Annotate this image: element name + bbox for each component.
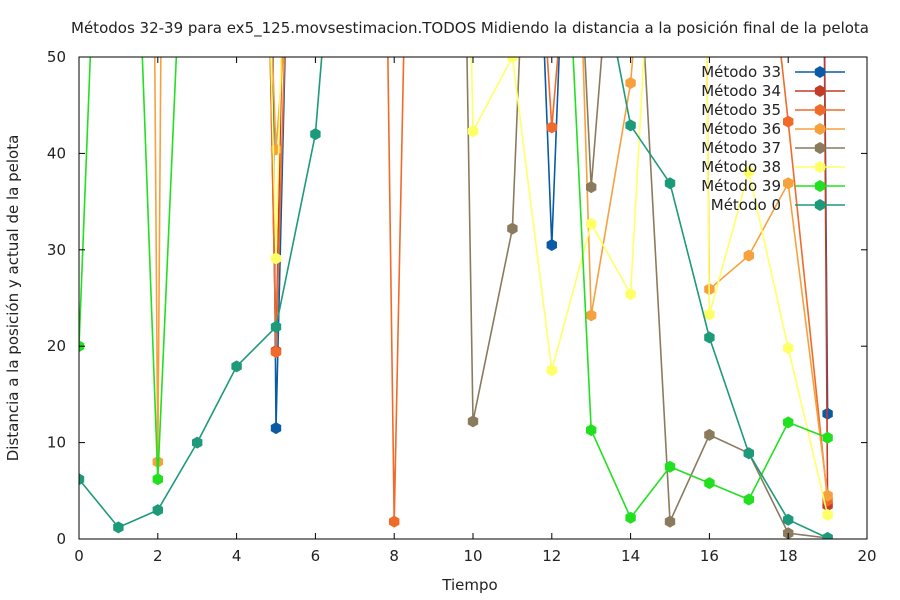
data-point [625,288,636,301]
y-tick-label: 40 [47,144,66,162]
data-point [270,422,282,435]
data-point [270,320,282,333]
x-tick-label: 18 [779,547,798,565]
y-tick-label: 20 [47,337,66,355]
x-tick-label: 10 [463,547,482,565]
y-tick-label: 0 [56,530,66,548]
x-tick-label: 2 [153,547,163,565]
data-point [822,532,833,539]
data-point [822,431,833,444]
data-point [704,331,715,344]
legend-label: Método 33 [701,63,781,81]
x-tick-label: 12 [542,547,561,565]
series-8 [79,57,833,539]
data-point [704,428,715,441]
x-tick-label: 6 [311,547,321,565]
x-tick-label: 8 [389,547,399,565]
legend-marker [814,66,826,78]
x-axis-label: Tiempo [441,576,497,594]
data-point [704,308,715,321]
data-point [664,460,676,473]
data-point [743,447,754,460]
legend-marker [814,104,826,116]
x-tick-label: 4 [232,547,242,565]
data-point [546,239,557,251]
data-point [743,493,754,506]
legend-marker [814,161,826,173]
data-point [467,125,479,138]
data-point [79,473,85,486]
y-tick-label: 10 [47,434,66,452]
data-point [586,424,597,437]
series-6 [270,57,833,521]
legend-marker [814,85,826,97]
legend-item: Método 37 [701,139,845,157]
data-point [586,217,597,230]
data-point [704,477,715,490]
data-point [467,415,479,428]
data-point [822,508,833,521]
data-point [507,222,518,235]
x-tick-label: 14 [621,547,640,565]
data-point [783,513,794,526]
series-line [79,57,828,539]
series-7 [79,57,833,524]
data-point [625,511,636,524]
data-point [270,346,282,358]
data-point [743,249,754,262]
data-point [152,473,163,486]
data-point [586,309,597,322]
data-point [586,181,597,194]
data-point [664,515,676,528]
legend-item: Método 34 [701,82,845,100]
legend-label: Método 36 [701,120,781,138]
legend-item: Método 33 [701,63,845,81]
x-tick-label: 0 [74,547,84,565]
data-point [664,177,676,190]
legend-marker [814,123,826,135]
x-tick-label: 16 [700,547,719,565]
data-point [270,252,282,265]
data-point [625,77,636,89]
legend-item: Método 35 [701,101,845,119]
x-tick-label: 20 [857,547,876,565]
legend-label: Método 35 [701,101,781,119]
legend-item: Método 36 [701,120,845,138]
data-point [625,119,636,132]
data-point [507,57,518,63]
y-tick-label: 50 [47,48,66,66]
data-point [783,342,794,355]
data-point [546,364,557,377]
legend-label: Método 39 [701,177,781,195]
data-point [231,360,242,373]
data-point [310,128,321,141]
data-point [783,177,794,190]
y-tick-label: 30 [47,241,66,259]
data-point [783,416,794,429]
axes-layer: 0 2 4 6 8 10 12 14 16 18 20 0 10 20 30 40 50 [47,48,877,565]
legend-item: Método 0 [711,196,845,214]
legend-label: Método 34 [701,82,781,100]
legend-item: Método 38 [701,158,845,176]
data-point [113,521,124,534]
data-point [389,515,400,528]
y-axis-label: Distancia a la posición y actual de la p… [4,135,22,462]
legend-label: Método 0 [711,196,781,214]
legend-label: Método 38 [701,158,781,176]
legend-marker [814,199,826,211]
data-point [743,165,754,178]
chart-title: Métodos 32-39 para ex5_125.movsestimacio… [71,19,869,38]
legend-marker [814,180,826,192]
data-point [546,121,557,134]
data-point [822,489,833,502]
legend-item: Método 39 [701,177,845,195]
data-point [783,115,794,128]
data-point [152,504,163,517]
legend-label: Método 37 [701,139,781,157]
legend-marker [814,142,826,154]
data-point [192,436,203,449]
